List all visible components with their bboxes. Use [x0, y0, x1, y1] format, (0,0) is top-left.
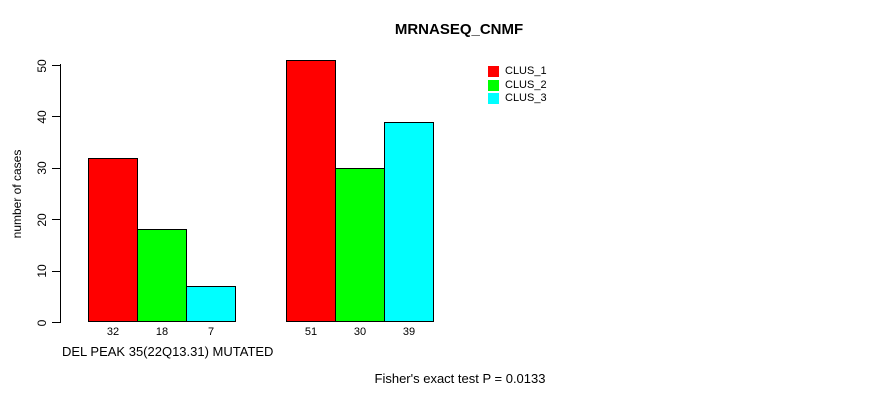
- y-tick-label: 40: [35, 110, 49, 124]
- legend-row: CLUS_1: [488, 66, 547, 77]
- y-tick-label: 30: [35, 161, 49, 175]
- chart-title: MRNASEQ_CNMF: [394, 21, 524, 38]
- legend-label: CLUS_3: [505, 92, 547, 104]
- y-tick-mark: [52, 65, 60, 66]
- bar-clus_1-group2: [286, 59, 336, 322]
- y-tick-mark: [52, 322, 60, 323]
- bar-value-label: 39: [402, 326, 416, 338]
- bar-value-label: 51: [304, 326, 318, 338]
- x-axis-label: DEL PEAK 35(22Q13.31) MUTATED: [62, 344, 274, 359]
- bar-value-label: 30: [353, 326, 367, 338]
- y-axis-label: number of cases: [10, 149, 24, 239]
- bar-value-label: 32: [106, 326, 120, 338]
- y-tick-label: 10: [35, 264, 49, 278]
- legend: CLUS_1 CLUS_2 CLUS_3: [488, 66, 547, 104]
- y-axis-line: [60, 64, 61, 323]
- y-tick-label: 20: [35, 213, 49, 227]
- bar-value-label: 18: [155, 326, 169, 338]
- legend-label: CLUS_2: [505, 78, 547, 91]
- legend-row: CLUS_3: [488, 93, 547, 104]
- bar-clus_2-group1: [137, 229, 187, 322]
- y-tick-mark: [52, 167, 60, 169]
- y-tick-label: 0: [35, 319, 49, 326]
- bar-clus_1-group1: [88, 157, 138, 322]
- y-tick-mark: [52, 219, 60, 221]
- legend-swatch-icon: [488, 79, 499, 91]
- bar-clus_3-group2: [384, 121, 434, 322]
- bar-value-label: 7: [207, 326, 215, 338]
- fisher-test-note: Fisher's exact test P = 0.0133: [374, 371, 546, 386]
- legend-swatch-icon: [488, 66, 499, 77]
- y-tick-mark: [52, 270, 60, 272]
- y-tick-mark: [52, 116, 60, 118]
- bar-clus_3-group1: [186, 286, 236, 322]
- legend-label: CLUS_1: [505, 65, 547, 77]
- legend-swatch-icon: [488, 93, 499, 104]
- y-tick-label: 50: [35, 58, 49, 73]
- bar-clus_2-group2: [335, 167, 385, 322]
- legend-row: CLUS_2: [488, 78, 547, 91]
